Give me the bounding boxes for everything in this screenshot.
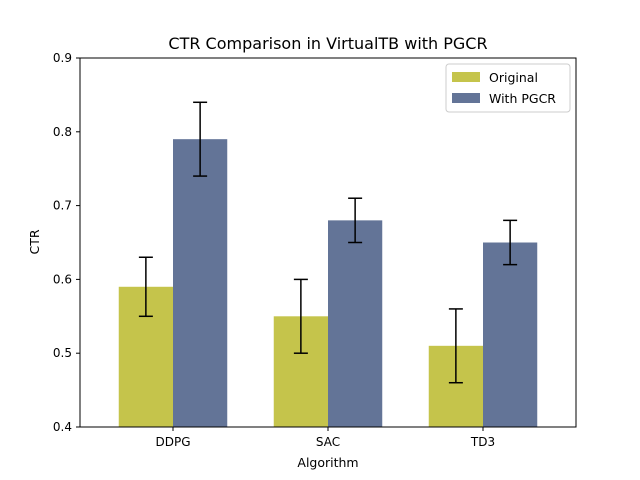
plot-area (79, 57, 577, 428)
y-tick-label: 0.9 (53, 51, 72, 65)
y-tick-label: 0.6 (53, 272, 72, 286)
y-tick-label: 0.4 (53, 420, 72, 434)
legend-label: With PGCR (489, 91, 556, 106)
legend-swatch (452, 93, 480, 103)
y-axis-label: CTR (27, 229, 42, 254)
legend: Original With PGCR (445, 63, 571, 113)
x-tick-label: TD3 (470, 435, 495, 449)
error-bar (503, 219, 518, 266)
error-bar (138, 256, 153, 318)
y-tick-label: 0.5 (53, 346, 72, 360)
bar-with-pgcr-td3 (483, 242, 538, 427)
bar-with-pgcr-ddpg (173, 139, 228, 427)
legend-swatch (452, 72, 480, 82)
error-bar (448, 308, 463, 384)
x-tick-label: SAC (316, 435, 340, 449)
x-tick-label: DDPG (155, 435, 190, 449)
x-axis: DDPG SAC TD3 (155, 427, 495, 449)
error-bar (293, 278, 308, 354)
bar-with-pgcr-sac (328, 220, 383, 427)
y-tick-label: 0.8 (53, 125, 72, 139)
y-axis: 0.4 0.5 0.6 0.7 0.8 0.9 (53, 51, 80, 434)
error-bar (348, 197, 363, 244)
y-tick-label: 0.7 (53, 199, 72, 213)
chart-title: CTR Comparison in VirtualTB with PGCR (168, 34, 487, 53)
legend-label: Original (489, 70, 538, 85)
x-axis-label: Algorithm (297, 455, 358, 470)
error-bar (193, 101, 208, 177)
